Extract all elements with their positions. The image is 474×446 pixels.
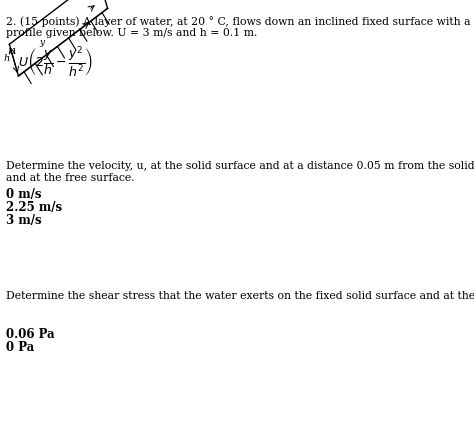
Text: 0 Pa: 0 Pa [6,341,35,354]
Text: 3 m/s: 3 m/s [6,214,42,227]
Text: 2.25 m/s: 2.25 m/s [6,201,62,214]
Text: profile given below. U = 3 m/s and h = 0.1 m.: profile given below. U = 3 m/s and h = 0… [6,28,257,38]
Text: Determine the velocity, u, at the solid surface and at a distance 0.05 m from th: Determine the velocity, u, at the solid … [6,161,474,171]
Text: h: h [3,54,9,62]
Text: y: y [39,38,45,47]
Text: Determine the shear stress that the water exerts on the fixed solid surface and : Determine the shear stress that the wate… [6,291,474,301]
Text: u: u [9,46,16,56]
Text: $U\left(2\dfrac{y}{h} - \dfrac{y^2}{h^2}\right)$: $U\left(2\dfrac{y}{h} - \dfrac{y^2}{h^2}… [18,44,93,78]
Text: 0 m/s: 0 m/s [6,188,42,201]
Text: and at the free surface.: and at the free surface. [6,173,135,183]
Text: 0.06 Pa: 0.06 Pa [6,328,55,341]
Text: 2. (15 points) A layer of water, at 20 ° C, flows down an inclined fixed surface: 2. (15 points) A layer of water, at 20 °… [6,16,474,27]
